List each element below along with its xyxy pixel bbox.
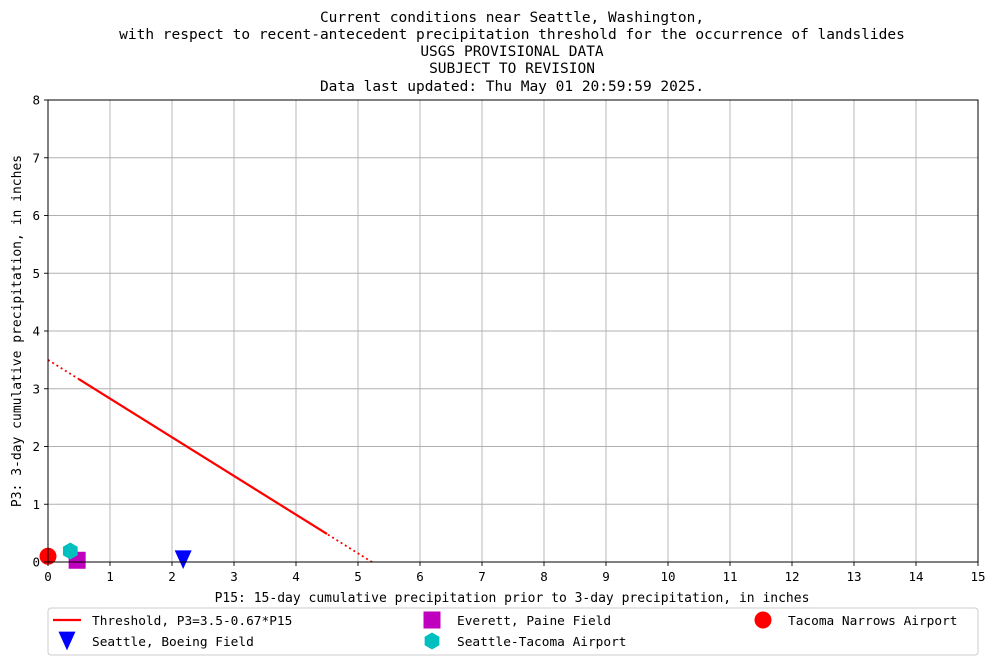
y-axis-label: P3: 3-day cumulative precipitation, in i… bbox=[10, 155, 25, 507]
threshold-line bbox=[47, 359, 373, 563]
legend-box bbox=[47, 607, 979, 656]
legend-tacoma-swatch bbox=[754, 611, 772, 629]
legend-threshold-label: Threshold, P3=3.5-0.67*P15 bbox=[92, 614, 292, 629]
y-tick-label: 3 bbox=[32, 381, 40, 396]
legend-seatac-marker bbox=[424, 632, 440, 650]
y-tick-label: 6 bbox=[32, 208, 40, 223]
y-tick-label: 8 bbox=[32, 93, 40, 108]
legend-boeing-marker bbox=[58, 631, 76, 651]
title-line-4: SUBJECT TO REVISION bbox=[429, 61, 595, 77]
y-tick-label: 0 bbox=[32, 555, 40, 570]
legend-everett-label: Everett, Paine Field bbox=[457, 614, 611, 629]
chart-title: Current conditions near Seattle, Washing… bbox=[119, 10, 905, 95]
x-tick-label: 11 bbox=[722, 569, 737, 584]
threshold-solid-line bbox=[78, 378, 328, 535]
x-axis-ticks: 0 1 2 3 4 5 6 7 8 9 10 11 12 13 14 15 bbox=[44, 562, 986, 584]
x-axis-label: P15: 15-day cumulative precipitation pri… bbox=[215, 591, 810, 606]
x-tick-label: 0 bbox=[44, 569, 52, 584]
x-tick-label: 3 bbox=[230, 569, 238, 584]
x-tick-label: 1 bbox=[106, 569, 114, 584]
legend-boeing-label: Seattle, Boeing Field bbox=[92, 635, 254, 650]
x-tick-label: 5 bbox=[354, 569, 362, 584]
legend-tacoma-marker bbox=[754, 611, 772, 629]
station-markers bbox=[39, 542, 192, 570]
boeing-field-marker bbox=[174, 550, 192, 570]
y-tick-label: 1 bbox=[32, 497, 40, 512]
x-tick-label: 4 bbox=[292, 569, 300, 584]
x-tick-label: 6 bbox=[416, 569, 424, 584]
x-tick-label: 10 bbox=[660, 569, 675, 584]
legend-everett-marker bbox=[423, 611, 441, 629]
legend-tacoma-label: Tacoma Narrows Airport bbox=[788, 614, 958, 629]
y-tick-label: 4 bbox=[32, 324, 40, 339]
seatac-marker bbox=[62, 542, 78, 560]
y-tick-label: 5 bbox=[32, 266, 40, 281]
title-line-2: with respect to recent-antecedent precip… bbox=[119, 27, 905, 43]
legend-seatac-swatch bbox=[424, 632, 440, 650]
y-axis-ticks: 0 1 2 3 4 5 6 7 8 bbox=[32, 93, 48, 570]
y-tick-label: 2 bbox=[32, 439, 40, 454]
x-tick-label: 13 bbox=[846, 569, 861, 584]
x-tick-label: 2 bbox=[168, 569, 176, 584]
legend-everett-swatch bbox=[423, 611, 441, 629]
x-tick-label: 15 bbox=[970, 569, 985, 584]
x-tick-label: 9 bbox=[602, 569, 610, 584]
x-tick-label: 12 bbox=[784, 569, 799, 584]
legend: Threshold, P3=3.5-0.67*P15 Seattle, Boei… bbox=[47, 607, 979, 656]
title-line-1: Current conditions near Seattle, Washing… bbox=[320, 10, 704, 26]
x-tick-label: 7 bbox=[478, 569, 486, 584]
y-tick-label: 7 bbox=[32, 150, 40, 165]
title-line-3: USGS PROVISIONAL DATA bbox=[420, 44, 604, 60]
x-tick-label: 14 bbox=[908, 569, 923, 584]
grid-lines bbox=[47, 99, 979, 563]
legend-boeing-swatch bbox=[58, 631, 76, 651]
title-line-5: Data last updated: Thu May 01 20:59:59 2… bbox=[320, 79, 704, 95]
legend-seatac-label: Seattle-Tacoma Airport bbox=[457, 635, 627, 650]
x-tick-label: 8 bbox=[540, 569, 548, 584]
